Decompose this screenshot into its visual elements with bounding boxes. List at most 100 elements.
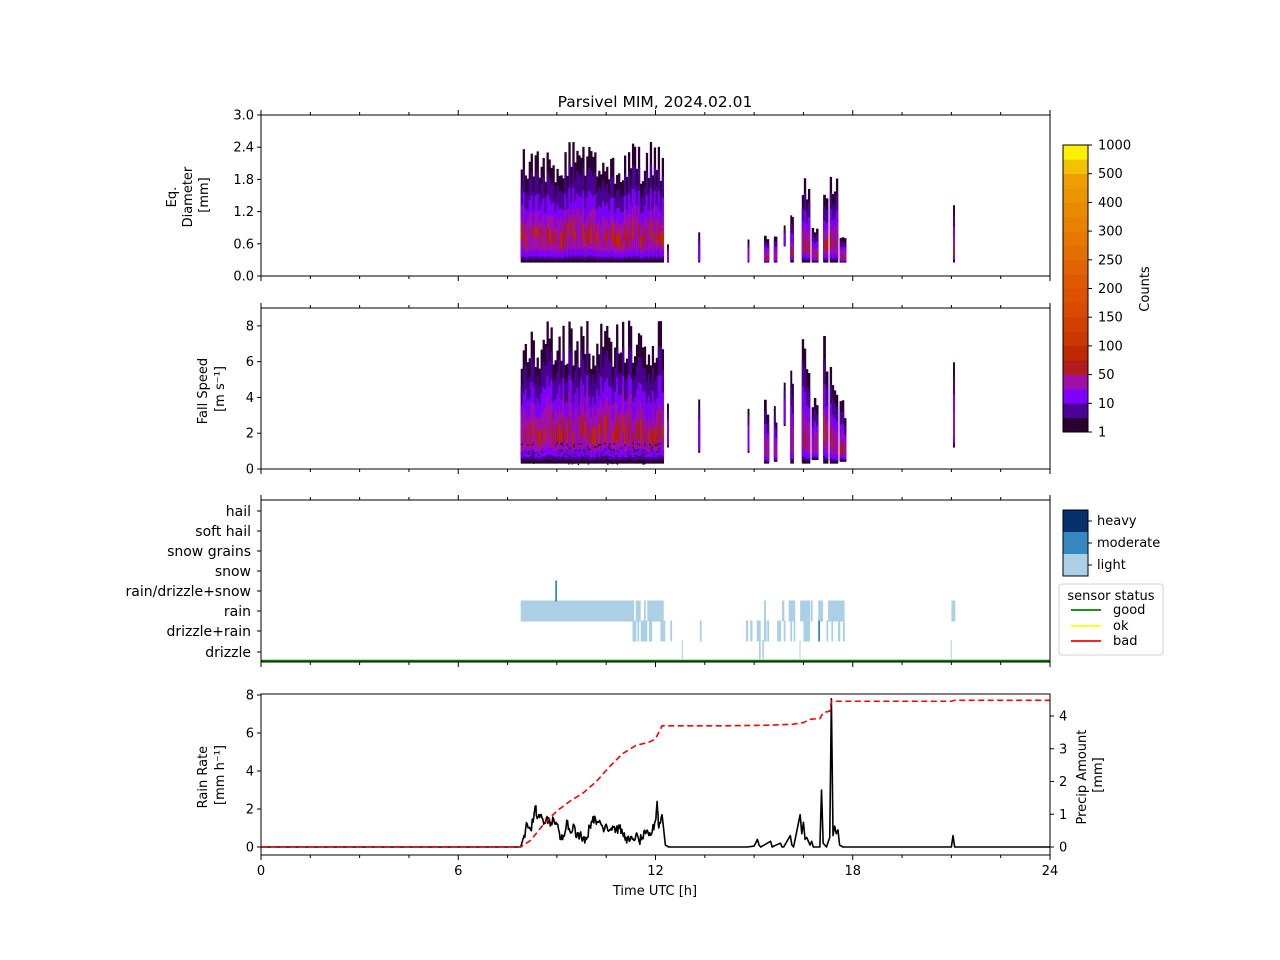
- heatmap-cell: [805, 231, 809, 256]
- heatmap-cell: [661, 424, 665, 438]
- heatmap-cell: [536, 428, 539, 447]
- heatmap-cell: [653, 205, 657, 249]
- weather-segment: [788, 600, 796, 622]
- colorbar-cell: [1063, 360, 1088, 375]
- heatmap-speckle: [556, 442, 559, 444]
- heatmap-speckle: [573, 444, 575, 446]
- colorbar-tick-label: 10: [1098, 397, 1115, 412]
- heatmap-cell: [698, 243, 701, 261]
- heatmap-speckle: [613, 449, 615, 451]
- heatmap-speckle: [630, 460, 632, 463]
- heatmap-cell: [592, 427, 595, 445]
- heatmap-speckle: [657, 443, 660, 445]
- y-right-tick-label: 1: [1059, 808, 1067, 823]
- heatmap-speckle: [555, 444, 557, 447]
- heatmap-cell: [576, 408, 579, 449]
- heatmap-cell: [526, 419, 529, 452]
- heatmap-cell: [530, 402, 533, 448]
- heatmap-cell: [790, 242, 793, 257]
- heatmap-cell: [816, 253, 819, 259]
- heatmap-speckle: [552, 455, 555, 458]
- colorbar-tick-label: 1: [1098, 426, 1106, 441]
- weather-segment: [777, 620, 782, 642]
- heatmap-cell: [600, 225, 603, 252]
- heatmap-speckle: [600, 453, 602, 456]
- weather-segment: [750, 620, 753, 642]
- category-label: hail: [226, 504, 251, 520]
- heatmap-cell: [564, 416, 567, 452]
- weather-segment: [800, 600, 811, 622]
- x-tick-label: 18: [844, 864, 861, 879]
- weather-segment: [837, 620, 841, 642]
- heatmap-speckle: [546, 461, 548, 463]
- heatmap-cell: [773, 250, 776, 260]
- heatmap-cell: [790, 416, 793, 453]
- heatmap-cell: [631, 432, 635, 446]
- heatmap-speckle: [633, 449, 635, 451]
- heatmap-speckle: [528, 452, 530, 455]
- category-label: rain/drizzle+snow: [126, 584, 251, 600]
- heatmap-speckle: [603, 455, 605, 458]
- y-right-tick-label: 2: [1059, 775, 1067, 790]
- heatmap-speckle: [613, 454, 616, 457]
- heatmap-cell: [558, 220, 561, 253]
- heatmap-speckle: [566, 444, 568, 446]
- weather-segment: [782, 600, 785, 622]
- heatmap-cell: [602, 409, 605, 450]
- heatmap-cell: [803, 238, 807, 253]
- heatmap-cell: [791, 249, 794, 258]
- heatmap-speckle: [602, 452, 604, 454]
- y-tick-label: 0: [246, 841, 254, 856]
- heatmap-cell: [524, 234, 527, 249]
- heatmap-cell: [590, 433, 593, 444]
- weather-segment: [831, 620, 834, 642]
- heatmap-speckle: [623, 457, 626, 459]
- heatmap-cell: [811, 247, 815, 259]
- weather-segment: [950, 640, 952, 659]
- fall-speed-panel: 0 2 4 6 8 Fall Speed [m s⁻¹]: [196, 303, 1051, 478]
- heatmap-cell: [602, 216, 605, 251]
- chart-title: Parsivel MIM, 2024.02.01: [558, 93, 753, 111]
- heatmap-speckle: [547, 455, 550, 457]
- heatmap-cell: [528, 423, 531, 447]
- colorbar-label: Counts: [1138, 266, 1153, 312]
- weather-segment: [803, 620, 811, 642]
- heatmap-cell: [649, 220, 653, 237]
- heatmap-cell: [556, 217, 559, 252]
- heatmap-speckle: [593, 462, 596, 464]
- heatmap-cell: [766, 438, 770, 458]
- heatmap-cell: [520, 229, 523, 241]
- x-tick-label: 0: [257, 864, 265, 879]
- heatmap-speckle: [614, 462, 616, 464]
- fall-speed-ylabel-line-1: Fall Speed: [196, 358, 211, 424]
- heatmap-cell: [584, 422, 587, 438]
- heatmap-cell: [534, 415, 537, 453]
- weather-segment: [648, 620, 653, 642]
- heatmap-speckle: [531, 457, 533, 460]
- heatmap-cell: [578, 416, 581, 453]
- weather-segment: [643, 600, 646, 622]
- heatmap-cell: [953, 410, 955, 438]
- weather-segment: [756, 620, 761, 642]
- y-tick-label: 0.0: [233, 270, 254, 285]
- colorbar-tick-label: 200: [1098, 282, 1123, 297]
- heatmap-cell: [550, 413, 553, 437]
- y-tick-label: 2.4: [233, 141, 254, 156]
- heatmap-cell: [766, 251, 770, 260]
- rain-rate-yticks: 0 2 4 6 8: [246, 689, 261, 856]
- heatmap-cell: [647, 429, 651, 440]
- heatmap-speckle: [527, 444, 529, 446]
- weather-segment: [793, 620, 796, 642]
- heatmap-speckle: [559, 450, 562, 452]
- heatmap-cell: [554, 410, 557, 452]
- colorbar-cell: [1063, 274, 1088, 289]
- heatmap-speckle: [612, 462, 614, 465]
- heatmap-cell: [747, 425, 750, 451]
- heatmap-speckle: [632, 446, 635, 449]
- heatmap-cell: [538, 220, 541, 253]
- heatmap-cell: [633, 204, 637, 249]
- heatmap-cell: [566, 222, 569, 253]
- legend-swatch-moderate: [1063, 532, 1088, 554]
- heatmap-cell: [606, 229, 609, 241]
- heatmap-cell: [803, 431, 807, 450]
